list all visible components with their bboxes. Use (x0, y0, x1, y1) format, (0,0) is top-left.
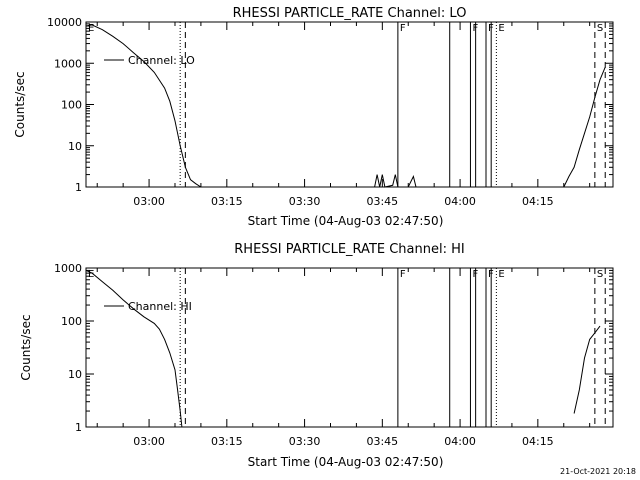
series-line (563, 67, 606, 188)
chart-title: RHESSI PARTICLE_RATE Channel: HI (234, 242, 464, 257)
y-axis-label: Counts/sec (13, 71, 27, 137)
series-line (374, 174, 417, 188)
series-line (85, 269, 183, 428)
event-marker-label: E (498, 23, 504, 34)
event-marker-label: F (400, 269, 406, 280)
event-marker-label: S (597, 269, 603, 280)
y-tick-label: 10000 (47, 16, 82, 29)
x-axis-label: Start Time (04-Aug-03 02:47:50) (248, 455, 444, 469)
x-tick-label: 04:15 (522, 435, 554, 448)
series-line (573, 325, 601, 414)
x-tick-label: 03:30 (289, 195, 321, 208)
x-tick-label: 03:30 (289, 435, 321, 448)
y-tick-label: 10 (68, 368, 82, 381)
x-tick-label: 03:45 (366, 195, 398, 208)
x-tick-label: 03:45 (366, 435, 398, 448)
y-tick-label: 100 (61, 315, 82, 328)
legend-entry: Channel: LO (128, 54, 195, 67)
series-line (85, 24, 202, 188)
x-tick-label: 04:15 (522, 195, 554, 208)
y-tick-label: 1 (75, 421, 82, 434)
event-marker-label: E (88, 269, 94, 280)
x-tick-label: 04:00 (444, 195, 476, 208)
y-tick-label: 1 (75, 181, 82, 194)
y-tick-label: 1000 (54, 262, 82, 275)
chart-title: RHESSI PARTICLE_RATE Channel: LO (233, 6, 467, 21)
x-axis-label: Start Time (04-Aug-03 02:47:50) (248, 214, 444, 228)
event-marker-label: E (88, 23, 94, 34)
legend-entry: Channel: HI (128, 300, 192, 313)
plot-frame (85, 267, 614, 428)
chart-panel-lo: RHESSI PARTICLE_RATE Channel: LO 1 10 100 10… (13, 6, 614, 228)
chart-panel-hi: RHESSI PARTICLE_RATE Channel: HI 1 10 100 10… (19, 242, 614, 469)
generation-timestamp: 21-Oct-2021 20:18 (560, 467, 636, 476)
x-tick-label: 03:15 (211, 195, 243, 208)
y-tick-label: 10 (68, 140, 82, 153)
event-marker-label: E (498, 269, 504, 280)
x-tick-label: 03:00 (133, 435, 165, 448)
y-tick-label: 1000 (54, 57, 82, 70)
event-marker-label: S (597, 23, 603, 34)
plot-frame (85, 21, 614, 188)
x-tick-label: 03:00 (133, 195, 165, 208)
x-tick-label: 03:15 (211, 435, 243, 448)
x-tick-label: 04:00 (444, 435, 476, 448)
event-marker-label: F (400, 23, 406, 34)
y-axis-label: Counts/sec (19, 314, 33, 380)
y-tick-label: 100 (61, 99, 82, 112)
